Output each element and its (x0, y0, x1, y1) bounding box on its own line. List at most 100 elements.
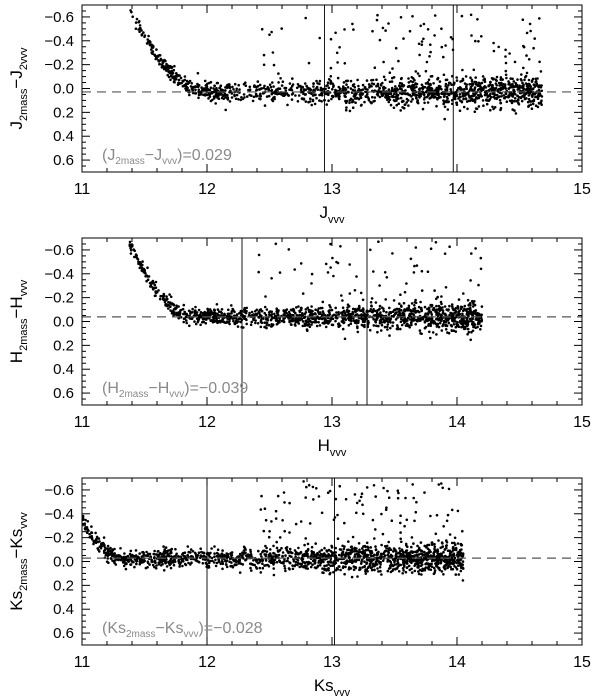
data-point (288, 501, 291, 505)
data-point (365, 79, 369, 82)
data-point (413, 569, 417, 573)
data-point (379, 311, 382, 314)
data-point (153, 556, 156, 560)
data-point (113, 552, 116, 555)
data-point (436, 548, 439, 551)
data-point (300, 317, 304, 321)
data-point (297, 305, 300, 308)
data-point (151, 50, 155, 53)
data-point (326, 560, 330, 564)
data-point (410, 545, 413, 549)
data-point (417, 564, 420, 568)
data-point (321, 300, 325, 304)
x-axis-label: Hvvv (318, 436, 347, 459)
data-point (457, 310, 461, 313)
data-point (288, 561, 291, 564)
data-point (473, 93, 477, 96)
data-point (461, 312, 464, 316)
data-point (141, 555, 144, 558)
data-point (466, 333, 469, 336)
data-point (220, 552, 224, 555)
data-point (387, 567, 391, 570)
data-point (389, 326, 392, 330)
data-point (238, 317, 242, 320)
data-point (168, 559, 172, 563)
data-point (468, 96, 471, 99)
data-point (524, 75, 527, 79)
data-point (164, 303, 167, 307)
data-point (487, 94, 491, 98)
data-point (401, 555, 405, 558)
data-point (199, 91, 202, 94)
data-point (264, 87, 268, 91)
data-point (404, 89, 407, 92)
data-point (305, 328, 309, 331)
data-point (467, 330, 471, 334)
data-point (343, 312, 347, 315)
data-point (94, 531, 97, 535)
data-point (535, 95, 539, 99)
data-point (413, 264, 416, 268)
data-point (215, 561, 219, 565)
data-point (437, 483, 441, 486)
data-point (472, 68, 476, 72)
data-point (474, 309, 478, 312)
data-point (388, 306, 391, 310)
data-point (181, 557, 185, 561)
data-point (368, 549, 372, 553)
data-point (243, 551, 246, 555)
data-point (162, 569, 166, 572)
data-point (405, 566, 409, 570)
data-point (492, 49, 496, 53)
data-point (321, 567, 324, 570)
data-point (335, 311, 338, 314)
data-point (244, 317, 248, 321)
data-point (477, 319, 481, 322)
data-point (370, 558, 374, 562)
data-point (361, 558, 364, 561)
data-point (177, 558, 180, 562)
data-point (402, 569, 405, 572)
data-point (352, 550, 356, 553)
data-point (387, 100, 391, 104)
data-point (440, 552, 443, 556)
data-point (215, 554, 219, 558)
data-point (321, 306, 324, 310)
data-point (128, 552, 132, 556)
data-point (435, 309, 438, 312)
data-point (262, 529, 266, 533)
data-point (245, 95, 249, 98)
data-point (331, 95, 335, 99)
data-point (149, 284, 153, 287)
data-point (391, 252, 394, 255)
data-point (437, 318, 440, 322)
data-point (296, 559, 300, 562)
data-point (483, 93, 487, 97)
data-point (164, 561, 167, 565)
data-point (479, 93, 482, 96)
data-point (460, 88, 463, 91)
data-point (169, 301, 172, 304)
data-point (168, 293, 171, 296)
data-point (434, 562, 437, 565)
data-point (243, 310, 246, 314)
data-point (335, 51, 339, 55)
data-point (301, 324, 305, 328)
data-point (330, 97, 333, 101)
data-point (178, 82, 181, 85)
data-point (337, 85, 341, 89)
data-point (343, 28, 346, 31)
data-point (460, 564, 463, 567)
data-point (254, 89, 258, 92)
data-point (124, 567, 128, 571)
data-point (504, 48, 507, 52)
data-point (297, 546, 300, 550)
data-point (391, 67, 394, 70)
data-point (397, 59, 400, 63)
data-point (373, 66, 377, 69)
data-point (348, 292, 352, 295)
data-point (225, 321, 229, 324)
data-point (499, 76, 503, 79)
data-point (538, 17, 541, 20)
data-point (411, 14, 414, 18)
